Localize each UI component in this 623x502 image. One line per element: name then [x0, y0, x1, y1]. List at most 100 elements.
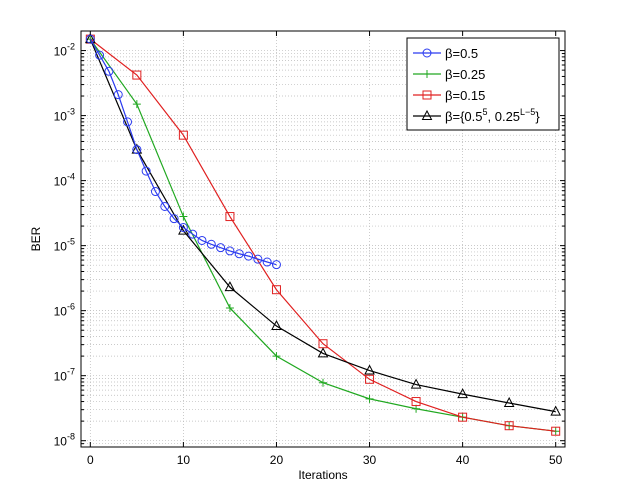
- data-point: [160, 201, 170, 211]
- data-point: [364, 364, 375, 375]
- y-axis-label: BER: [29, 226, 43, 251]
- data-point: [262, 257, 272, 267]
- legend-marker: [422, 90, 432, 100]
- data-point: [319, 378, 327, 387]
- x-axis-label: Iterations: [298, 468, 347, 482]
- data-point: [225, 246, 235, 256]
- x-tick-label: 50: [549, 453, 563, 467]
- data-point: [197, 235, 207, 245]
- data-point: [104, 66, 114, 76]
- data-point: [84, 33, 96, 44]
- legend-entry: β=0.15: [413, 88, 485, 103]
- y-tick-label: 10-8: [54, 432, 75, 449]
- data-point: [365, 394, 374, 403]
- legend-text-part: β=0.15: [445, 88, 485, 103]
- data-point: [253, 254, 263, 264]
- legend-entry: β=0.5: [413, 46, 478, 61]
- data-point: [150, 187, 160, 197]
- legend-text-part: β=0.5: [445, 46, 478, 61]
- data-point: [271, 260, 281, 270]
- y-tick-exponent: -3: [67, 107, 75, 117]
- data-point: [132, 145, 142, 155]
- y-tick-exponent: -2: [67, 42, 75, 52]
- legend-text-part: }: [535, 109, 540, 124]
- data-point: [271, 285, 281, 295]
- data-point: [85, 34, 95, 44]
- y-tick-base: 10: [54, 175, 68, 189]
- data-point: [225, 303, 234, 312]
- legend-label: β=0.5: [445, 46, 478, 61]
- legend-label: β=0.25: [445, 67, 485, 82]
- series-line: [89, 38, 556, 432]
- data-point: [244, 251, 254, 261]
- data-point: [123, 117, 133, 127]
- y-tick-base: 10: [54, 240, 68, 254]
- y-tick-label: 10-3: [54, 107, 75, 124]
- legend-superscript: L−5: [520, 107, 535, 117]
- series-circle: [85, 34, 281, 270]
- data-point: [225, 212, 235, 222]
- x-tick-label: 20: [270, 453, 284, 467]
- y-tick-exponent: -7: [67, 367, 75, 377]
- y-tick-exponent: -6: [67, 302, 75, 312]
- y-tick-base: 10: [54, 435, 68, 449]
- series-group: [84, 33, 562, 436]
- legend-text-part: , 0.25: [488, 109, 521, 124]
- x-tick-label: 10: [177, 453, 191, 467]
- legend-marker: [421, 109, 433, 120]
- legend-entry: β={0.55, 0.25L−5}: [413, 107, 540, 124]
- data-point: [224, 281, 236, 292]
- data-point: [141, 166, 151, 176]
- y-tick-label: 10-7: [54, 367, 75, 384]
- legend-label: β={0.55, 0.25L−5}: [445, 107, 540, 124]
- legend-superscript: 5: [482, 107, 487, 117]
- data-point: [410, 378, 422, 389]
- data-point: [458, 412, 468, 422]
- data-point: [504, 421, 514, 431]
- legend-text-part: β=0.25: [445, 67, 485, 82]
- data-point: [132, 70, 142, 80]
- data-point: [206, 239, 216, 249]
- data-point: [365, 374, 375, 384]
- legend-entry: β=0.25: [413, 67, 485, 82]
- y-tick-base: 10: [54, 110, 68, 124]
- legend-marker: [422, 48, 432, 58]
- series-square: [85, 34, 561, 436]
- data-point: [503, 396, 515, 408]
- y-tick-label: 10-6: [54, 302, 75, 319]
- data-point: [95, 50, 105, 60]
- data-point: [113, 90, 123, 100]
- series-line: [89, 38, 277, 266]
- data-point: [317, 347, 329, 358]
- data-point: [178, 223, 188, 233]
- data-point: [271, 319, 282, 331]
- y-tick-label: 10-4: [54, 172, 75, 189]
- data-point: [178, 130, 188, 140]
- data-point: [188, 229, 198, 239]
- y-tick-label: 10-5: [54, 237, 75, 254]
- data-point: [178, 224, 189, 235]
- x-tick-label: 40: [456, 453, 470, 467]
- y-tick-base: 10: [54, 45, 68, 59]
- x-tick-label: 0: [87, 453, 94, 467]
- data-point: [551, 426, 561, 436]
- data-point: [169, 214, 179, 224]
- data-point: [216, 243, 226, 253]
- data-point: [131, 143, 143, 154]
- y-tick-exponent: -8: [67, 432, 75, 442]
- legend-text-part: β={0.5: [445, 109, 482, 124]
- legend: β=0.5 β=0.25 β=0.15 β={0.55, 0.25L−5}: [406, 37, 560, 131]
- data-point: [412, 404, 421, 413]
- y-tick-exponent: -4: [67, 172, 75, 182]
- data-point: [550, 405, 562, 416]
- y-tick-base: 10: [54, 370, 68, 384]
- x-tick-label: 30: [363, 453, 377, 467]
- y-tick-exponent: -5: [67, 237, 75, 247]
- legend-label: β=0.15: [445, 88, 485, 103]
- y-tick-label: 10-2: [54, 42, 75, 59]
- data-point: [179, 212, 188, 221]
- data-point: [272, 352, 281, 361]
- plot-frame: [80, 30, 566, 448]
